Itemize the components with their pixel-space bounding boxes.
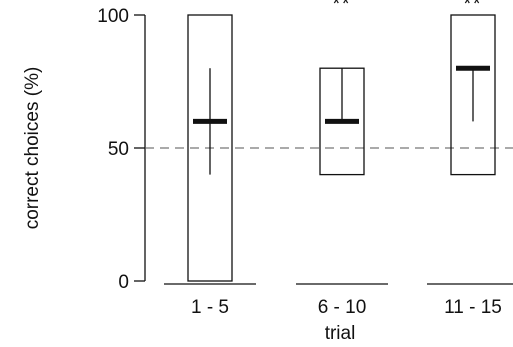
y-tick-label-2: 100 (97, 6, 129, 27)
significance-marker-2: ** (464, 0, 483, 15)
box-0 (187, 14, 233, 282)
label-group: 1 - 5 6 - 10 ** 11 - 15 ** (191, 0, 502, 318)
x-axis-label: trial (325, 323, 356, 344)
x-tick-label-0: 1 - 5 (191, 297, 229, 318)
box-2 (450, 14, 496, 176)
x-tick-label-2: 11 - 15 (444, 297, 502, 318)
significance-marker-1: ** (333, 0, 352, 15)
box-group (164, 14, 513, 285)
y-tick-label-0: 0 (118, 272, 129, 293)
x-tick-label-1: 6 - 10 (318, 297, 367, 318)
y-tick-label-1: 50 (108, 139, 129, 160)
y-axis: 0 50 100 (97, 6, 146, 293)
y-axis-label: correct choices (%) (22, 67, 43, 230)
